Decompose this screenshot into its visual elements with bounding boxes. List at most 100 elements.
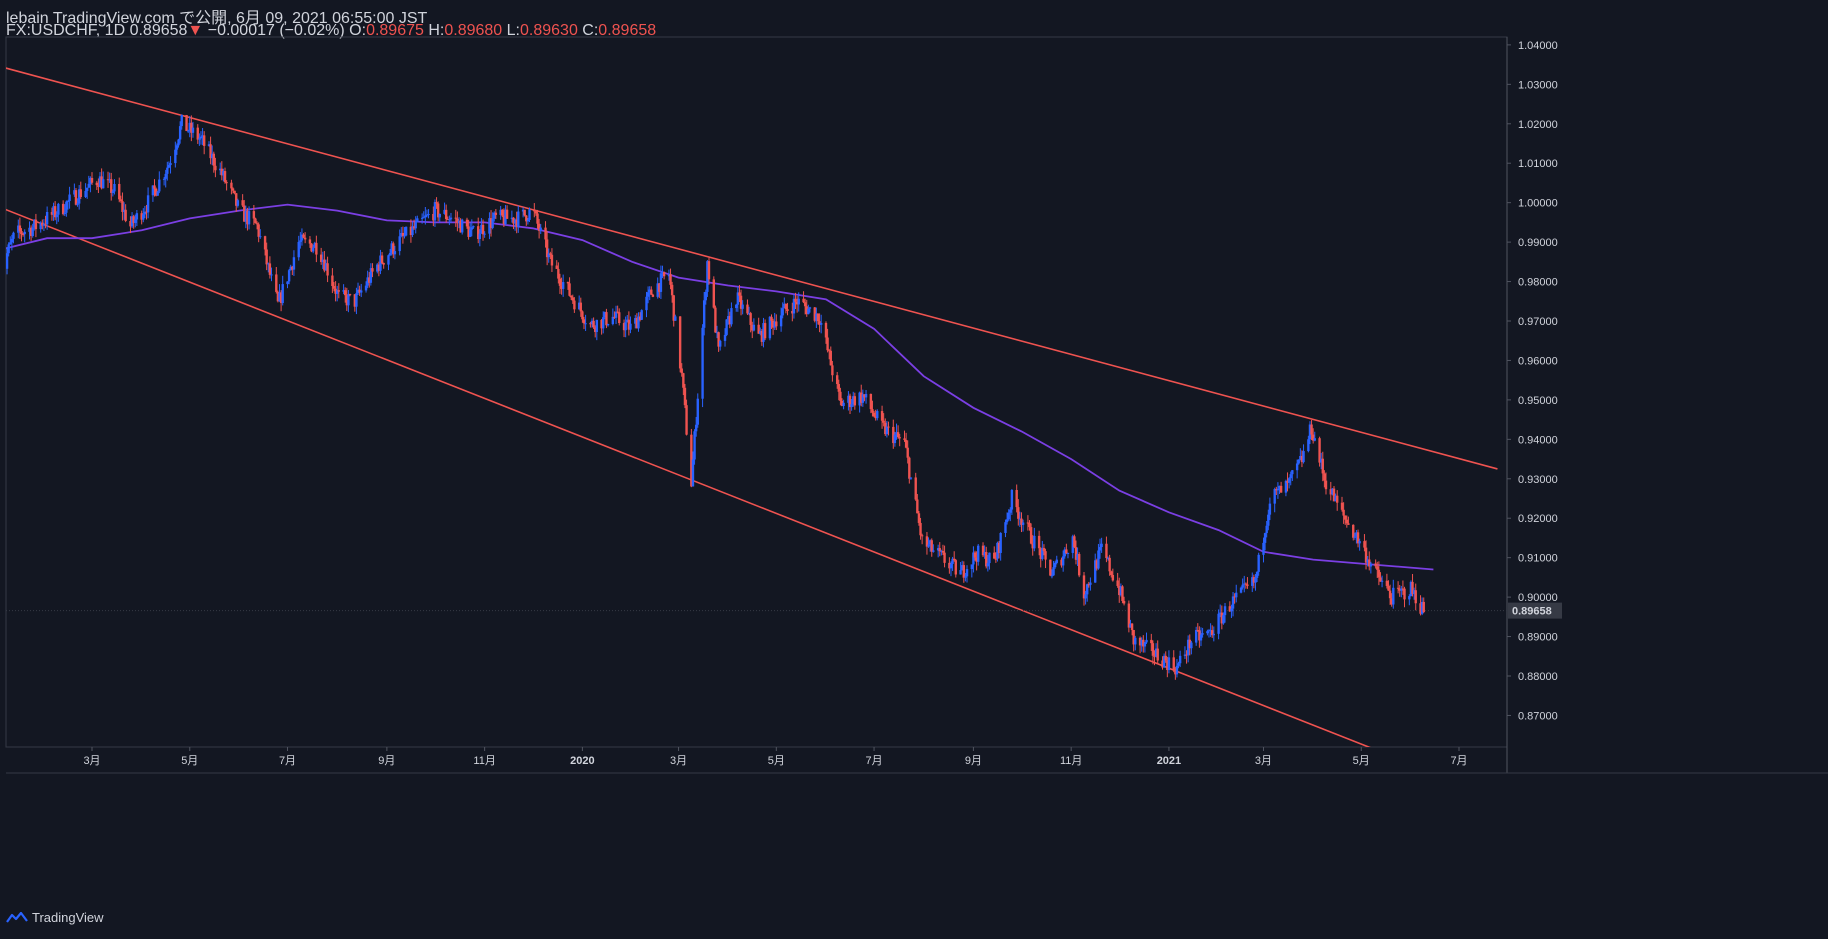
candle-down: [557, 268, 560, 279]
candle-up: [39, 222, 42, 230]
candle-down: [669, 274, 672, 285]
candle-down: [1275, 489, 1278, 491]
candle-up: [166, 167, 169, 174]
candle-up: [808, 307, 812, 309]
candle-up: [1199, 634, 1203, 641]
candle-up: [1289, 474, 1292, 479]
candle-up: [85, 187, 89, 191]
candle-down: [231, 188, 235, 191]
candle-up: [847, 395, 850, 403]
candle-down: [997, 542, 1001, 553]
low-label: L:: [506, 22, 520, 39]
candle-up: [928, 540, 932, 545]
candle-down: [903, 438, 906, 440]
candle-up: [624, 322, 627, 331]
candle-down: [712, 279, 716, 308]
candle-up: [174, 149, 177, 164]
candle-down: [803, 302, 807, 307]
time-tick-label: 7月: [279, 755, 296, 767]
candle-up: [893, 434, 897, 444]
candle-up: [7, 244, 10, 254]
candle-down: [884, 422, 887, 435]
candle-up: [807, 308, 810, 315]
candle-up: [400, 232, 403, 237]
candle-down: [919, 522, 922, 536]
candle-down: [1049, 559, 1052, 576]
candle-up: [1287, 478, 1291, 483]
candle-down: [682, 373, 685, 388]
candle-up: [792, 298, 796, 314]
candle-down: [1321, 458, 1324, 474]
candle-down: [225, 182, 228, 184]
time-tick-label: 5月: [181, 755, 198, 767]
candle-up: [606, 324, 610, 326]
candle-up: [1355, 532, 1358, 537]
candle-down: [1228, 606, 1232, 612]
candle-down: [1164, 655, 1167, 661]
candle-up: [1041, 547, 1044, 559]
candle-down: [1118, 585, 1121, 596]
candle-down: [61, 203, 65, 215]
price-tick-label: 0.94000: [1518, 434, 1558, 446]
candle-down: [1220, 612, 1224, 624]
candle-down: [1095, 560, 1099, 569]
candle-up: [1366, 559, 1369, 563]
candle-up: [634, 318, 637, 324]
candle-up: [1009, 509, 1012, 513]
candle-up: [510, 217, 514, 219]
candle-down: [489, 218, 493, 228]
candle-down: [613, 316, 616, 318]
candle-down: [348, 294, 352, 296]
price-tick-label: 1.03000: [1518, 79, 1558, 91]
candle-down: [41, 222, 44, 226]
candle-down: [1311, 434, 1315, 441]
symbol-label[interactable]: FX:USDCHF, 1D: [6, 22, 126, 39]
candle-down: [18, 225, 22, 232]
candle-down: [848, 395, 852, 408]
candle-up: [0, 275, 2, 283]
candle-up: [762, 323, 765, 342]
candle-down: [1342, 509, 1345, 516]
candle-down: [914, 477, 917, 500]
candle-down: [560, 285, 563, 289]
candle-up: [175, 145, 179, 150]
candle-up: [1162, 655, 1166, 668]
candle-up: [98, 176, 102, 187]
candle-down: [185, 115, 188, 132]
candle-down: [279, 292, 283, 304]
candle-up: [416, 218, 419, 223]
candle-up: [1140, 639, 1143, 646]
candle-down: [1246, 584, 1249, 586]
candle-down: [1244, 583, 1248, 585]
candle-down: [1111, 574, 1115, 581]
candle-down: [525, 215, 528, 222]
candle-down: [880, 411, 884, 421]
candle-down: [1116, 580, 1119, 586]
candle-down: [569, 295, 573, 298]
price-tick-label: 0.90000: [1518, 592, 1558, 604]
candle-up: [77, 189, 81, 204]
candle-down: [622, 323, 626, 331]
candle-up: [493, 212, 496, 219]
candle-up: [629, 323, 632, 330]
candle-up: [1235, 592, 1238, 598]
candle-up: [1206, 631, 1209, 634]
footer-brand[interactable]: TradingView: [6, 910, 104, 925]
candle-down: [840, 400, 844, 406]
price-tick-label: 1.02000: [1518, 119, 1558, 131]
candle-up: [89, 177, 92, 184]
candle-down: [1419, 603, 1422, 614]
last-price-label-box: [1508, 602, 1562, 619]
candle-down: [196, 127, 199, 140]
candle-down: [860, 392, 863, 403]
candle-down: [791, 310, 794, 314]
candle-up: [364, 285, 368, 291]
candle-up: [1212, 633, 1216, 636]
candle-down: [257, 224, 260, 237]
candle-down: [618, 312, 621, 324]
candle-up: [186, 130, 190, 132]
candle-up: [347, 294, 350, 306]
candle-up: [736, 292, 740, 305]
time-tick-label: 2021: [1157, 755, 1181, 767]
